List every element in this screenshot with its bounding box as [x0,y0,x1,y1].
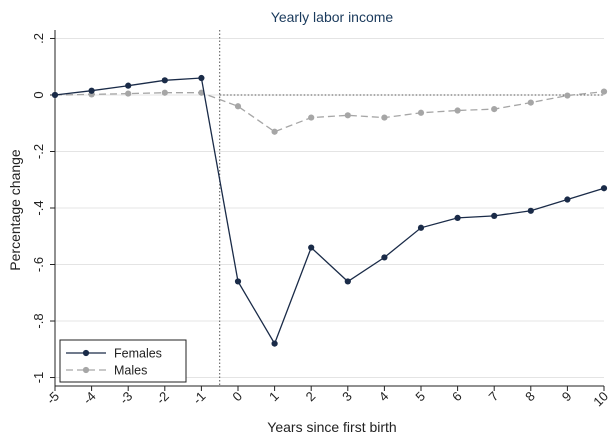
males-data-point [564,92,571,99]
x-tick-label: -1 [190,389,209,408]
females-data-point [527,207,534,214]
males-data-point [161,89,168,96]
y-tick-label: -.4 [31,200,46,215]
females-data-point [454,214,461,221]
y-tick-label: 0 [31,91,46,98]
males-data-point [125,90,132,97]
x-tick-label: 6 [449,389,465,405]
x-tick-label: 4 [376,389,392,405]
series-lines [51,74,608,347]
legend: Females Males [59,339,187,383]
gridlines [55,37,604,379]
x-tick-label: 0 [229,389,245,405]
females-data-point [161,77,168,84]
males-data-point [271,128,278,135]
x-tick-label: 3 [339,389,355,405]
x-tick-label: 5 [412,389,428,405]
males-data-point [308,114,315,121]
males-data-point [198,89,205,96]
females-data-point [198,74,205,82]
x-tick-label: 9 [559,389,575,405]
legend-males-label: Males [114,364,147,378]
females-series-line [54,77,605,346]
legend-females-label: Females [114,347,162,361]
legend-box [59,339,187,383]
x-axis-label: Years since first birth [267,419,396,435]
males-series-line [54,90,605,133]
x-tick-label: -2 [153,389,172,408]
y-tick-label: -.2 [31,144,46,159]
females-data-point [491,212,498,220]
males-data-point [527,99,534,106]
legend-females-marker [82,349,90,357]
x-tick-label: -3 [117,389,136,408]
females-data-point [271,340,278,347]
females-data-point [125,82,132,89]
females-data-point [51,91,59,99]
x-tick-label: -5 [43,389,62,408]
females-data-point [564,196,571,203]
x-tick-label: -4 [80,389,99,408]
females-data-point [381,254,388,261]
males-data-point [381,114,388,121]
legend-males-marker [82,366,90,374]
males-data-point [234,103,242,110]
females-data-point [344,278,351,285]
x-tick-label: 7 [486,389,502,405]
y-axis-label: Percentage change [7,149,23,271]
females-data-point [88,87,95,94]
x-tick-label: 8 [522,389,538,405]
females-data-point [600,185,608,192]
females-data-point [308,244,315,251]
males-data-point [491,106,498,113]
y-tick-label: -1 [31,372,46,384]
chart-title: Yearly labor income [271,9,394,25]
y-tick-label: .2 [31,33,46,44]
y-tick-label: -.6 [31,257,46,272]
x-tick-label: 2 [303,389,319,405]
x-tick-label: 10 [590,389,608,410]
y-tick-label: -.8 [31,313,46,328]
x-tick-label: 1 [266,389,282,405]
reference-lines [219,30,604,386]
males-data-point [454,107,461,114]
males-data-point [417,109,425,116]
females-data-point [234,278,242,285]
females-data-point [417,224,425,231]
males-data-point [344,112,351,119]
males-data-point [600,88,608,95]
